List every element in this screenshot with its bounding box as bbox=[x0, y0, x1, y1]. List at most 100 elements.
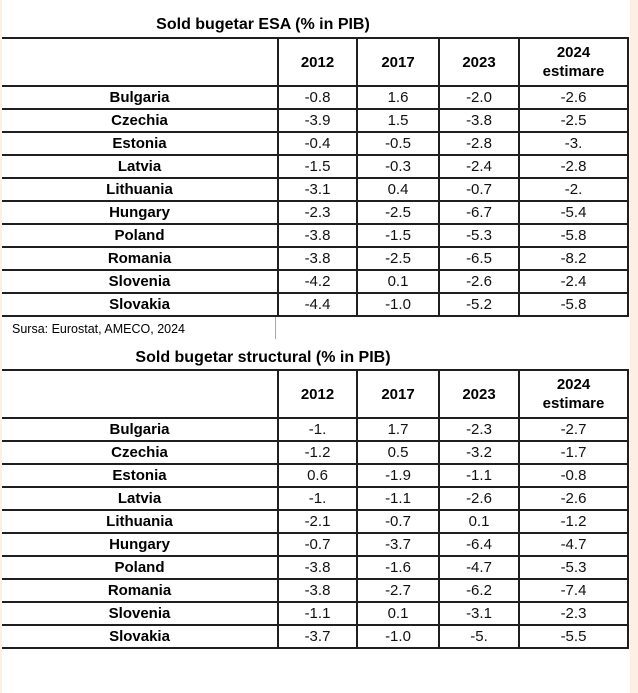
value-cell: -1.0 bbox=[356, 624, 440, 649]
table2-title: Sold bugetar structural (% in PIB) bbox=[135, 349, 391, 366]
country-cell: Estonia bbox=[2, 463, 279, 488]
value-cell: -3.1 bbox=[438, 601, 520, 626]
value-cell: -1. bbox=[277, 417, 358, 442]
value-cell: -2.5 bbox=[356, 200, 440, 225]
col-header-2012: 2012 bbox=[277, 37, 358, 87]
structural-budget-balance-table: 2012 2017 2023 2024 estimare Bulgaria -1.… bbox=[2, 369, 629, 649]
country-cell: Czechia bbox=[2, 108, 279, 133]
value-cell: -3.7 bbox=[277, 624, 358, 649]
value-cell: -2.0 bbox=[438, 85, 520, 110]
value-cell: -3. bbox=[518, 131, 629, 156]
value-cell: 0.4 bbox=[356, 177, 440, 202]
value-cell: -4.7 bbox=[518, 532, 629, 557]
value-cell: -2.8 bbox=[438, 131, 520, 156]
value-cell: -5. bbox=[438, 624, 520, 649]
empty-corner-cell bbox=[2, 37, 279, 87]
value-cell: -2.3 bbox=[518, 601, 629, 626]
col-header-2024-line1: 2024 bbox=[556, 376, 591, 393]
value-cell: -7.4 bbox=[518, 578, 629, 603]
table2-header-row: 2012 2017 2023 2024 estimare bbox=[2, 369, 629, 419]
value-cell: 1.5 bbox=[356, 108, 440, 133]
country-cell: Bulgaria bbox=[2, 417, 279, 442]
value-cell: 0.1 bbox=[438, 509, 520, 534]
value-cell: -4.7 bbox=[438, 555, 520, 580]
value-cell: -5.3 bbox=[438, 223, 520, 248]
country-cell: Slovenia bbox=[2, 269, 279, 294]
value-cell: 0.1 bbox=[356, 269, 440, 294]
country-cell: Czechia bbox=[2, 440, 279, 465]
value-cell: -1. bbox=[277, 486, 358, 511]
value-cell: -1.1 bbox=[438, 463, 520, 488]
value-cell: -1.1 bbox=[277, 601, 358, 626]
gridline-artifact bbox=[275, 317, 276, 339]
value-cell: -3.8 bbox=[277, 578, 358, 603]
value-cell: -2.5 bbox=[356, 246, 440, 271]
col-header-2023: 2023 bbox=[438, 369, 520, 419]
country-cell: Romania bbox=[2, 578, 279, 603]
value-cell: -2.6 bbox=[438, 486, 520, 511]
value-cell: -2.6 bbox=[438, 269, 520, 294]
value-cell: -0.8 bbox=[277, 85, 358, 110]
value-cell: -0.7 bbox=[438, 177, 520, 202]
value-cell: -5.8 bbox=[518, 223, 629, 248]
value-cell: -0.7 bbox=[277, 532, 358, 557]
country-cell: Poland bbox=[2, 555, 279, 580]
value-cell: -0.3 bbox=[356, 154, 440, 179]
value-cell: 0.5 bbox=[356, 440, 440, 465]
value-cell: -2.8 bbox=[518, 154, 629, 179]
source-note-row: Sursa: Eurostat, AMECO, 2024 bbox=[2, 317, 630, 340]
value-cell: -6.2 bbox=[438, 578, 520, 603]
value-cell: -1.5 bbox=[356, 223, 440, 248]
value-cell: -0.8 bbox=[518, 463, 629, 488]
value-cell: -5.3 bbox=[518, 555, 629, 580]
value-cell: -0.4 bbox=[277, 131, 358, 156]
table-row: Romania -3.8 -2.5 -6.5 -8.2 bbox=[2, 246, 629, 271]
value-cell: -3.2 bbox=[438, 440, 520, 465]
value-cell: -3.8 bbox=[277, 555, 358, 580]
table-row: Slovenia -4.2 0.1 -2.6 -2.4 bbox=[2, 269, 629, 294]
table-row: Romania -3.8 -2.7 -6.2 -7.4 bbox=[2, 578, 629, 603]
value-cell: -3.9 bbox=[277, 108, 358, 133]
value-cell: -2.3 bbox=[438, 417, 520, 442]
table-row: Bulgaria -1. 1.7 -2.3 -2.7 bbox=[2, 417, 629, 442]
empty-corner-cell bbox=[2, 369, 279, 419]
value-cell: -5.2 bbox=[438, 292, 520, 317]
country-cell: Bulgaria bbox=[2, 85, 279, 110]
col-header-2024-estimare: 2024 estimare bbox=[518, 369, 629, 419]
table1-header-row: 2012 2017 2023 2024 estimare bbox=[2, 37, 629, 87]
table-row: Bulgaria -0.8 1.6 -2.0 -2.6 bbox=[2, 85, 629, 110]
table-row: Czechia -3.9 1.5 -3.8 -2.5 bbox=[2, 108, 629, 133]
col-header-2017: 2017 bbox=[356, 369, 440, 419]
value-cell: -1.0 bbox=[356, 292, 440, 317]
value-cell: -3.8 bbox=[277, 223, 358, 248]
country-cell: Hungary bbox=[2, 200, 279, 225]
country-cell: Latvia bbox=[2, 486, 279, 511]
table-row: Poland -3.8 -1.5 -5.3 -5.8 bbox=[2, 223, 629, 248]
value-cell: -4.2 bbox=[277, 269, 358, 294]
value-cell: -1.2 bbox=[518, 509, 629, 534]
value-cell: -2.4 bbox=[438, 154, 520, 179]
col-header-2024-line2: estimare bbox=[542, 395, 605, 412]
value-cell: -6.5 bbox=[438, 246, 520, 271]
country-cell: Latvia bbox=[2, 154, 279, 179]
value-cell: -2. bbox=[518, 177, 629, 202]
value-cell: -4.4 bbox=[277, 292, 358, 317]
col-header-2023: 2023 bbox=[438, 37, 520, 87]
value-cell: -2.6 bbox=[518, 486, 629, 511]
col-header-2017: 2017 bbox=[356, 37, 440, 87]
table-row: Estonia -0.4 -0.5 -2.8 -3. bbox=[2, 131, 629, 156]
value-cell: -0.5 bbox=[356, 131, 440, 156]
value-cell: -0.7 bbox=[356, 509, 440, 534]
table-row: Slovakia -3.7 -1.0 -5. -5.5 bbox=[2, 624, 629, 649]
country-cell: Lithuania bbox=[2, 509, 279, 534]
value-cell: -5.4 bbox=[518, 200, 629, 225]
value-cell: -5.5 bbox=[518, 624, 629, 649]
country-cell: Slovakia bbox=[2, 624, 279, 649]
table-row: Hungary -0.7 -3.7 -6.4 -4.7 bbox=[2, 532, 629, 557]
table-row: Poland -3.8 -1.6 -4.7 -5.3 bbox=[2, 555, 629, 580]
value-cell: -1.9 bbox=[356, 463, 440, 488]
value-cell: 1.6 bbox=[356, 85, 440, 110]
country-cell: Hungary bbox=[2, 532, 279, 557]
value-cell: 0.6 bbox=[277, 463, 358, 488]
